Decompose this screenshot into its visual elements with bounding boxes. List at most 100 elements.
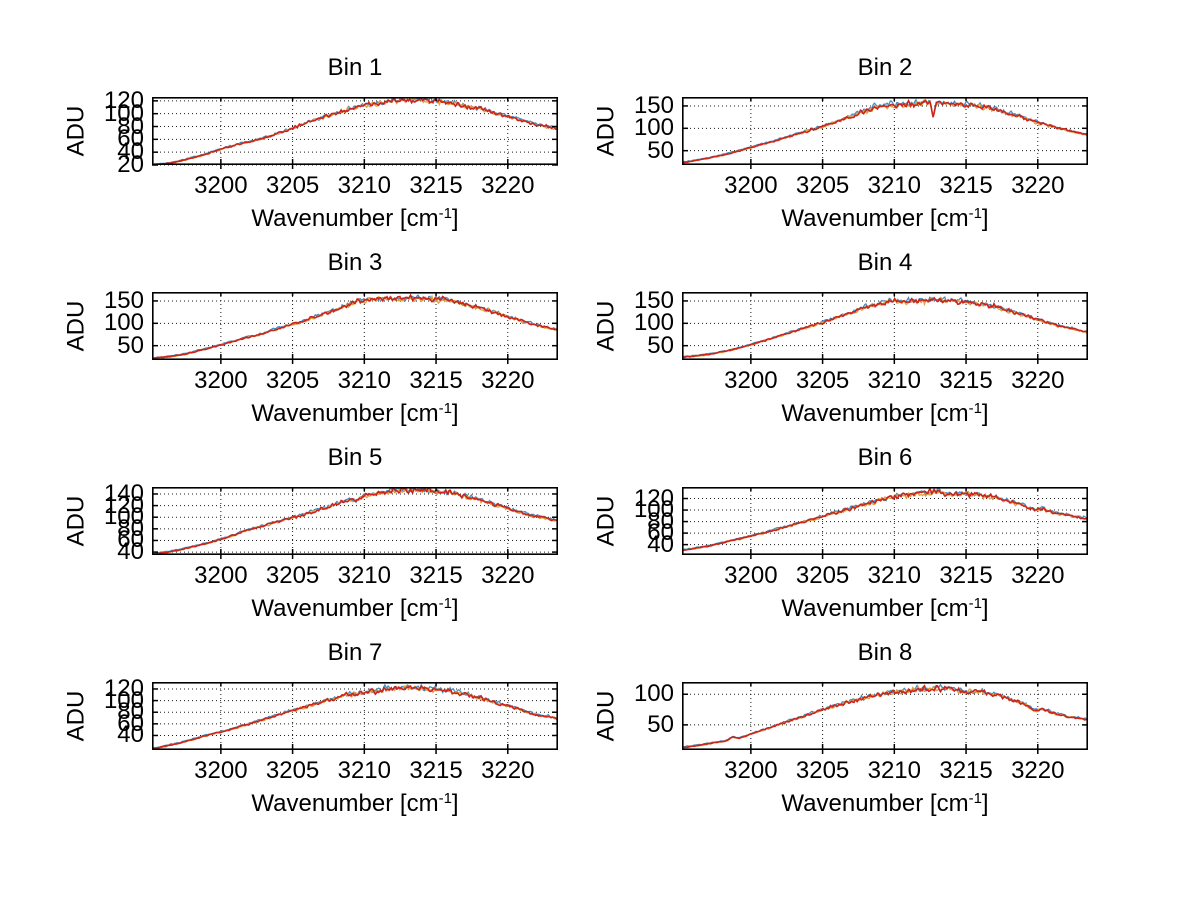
x-axis-label-bracket: ] xyxy=(981,595,989,622)
y-tick-label: 40 xyxy=(117,721,144,749)
x-axis-label-text: Wavenumber [cm xyxy=(251,205,439,232)
y-tick-label: 80 xyxy=(117,112,144,140)
x-axis-label-text: Wavenumber [cm xyxy=(781,595,969,622)
x-axis-label: Wavenumber [cm-1] xyxy=(682,589,1088,624)
y-tick-label: 100 xyxy=(633,309,674,337)
y-tick-label: 60 xyxy=(117,125,144,153)
x-axis-label-text: Wavenumber [cm xyxy=(781,205,969,232)
x-tick-label: 3210 xyxy=(337,757,391,784)
x-tick-label: 3220 xyxy=(481,757,535,784)
subplot-title: Bin 2 xyxy=(857,54,913,81)
x-tick-label: 3215 xyxy=(939,172,993,199)
x-tick-label: 3215 xyxy=(939,562,993,589)
x-axis-label-bracket: ] xyxy=(981,790,989,817)
x-tick-label: 3215 xyxy=(939,367,993,394)
x-tick-label: 3210 xyxy=(337,367,391,394)
x-axis-label-bracket: ] xyxy=(451,790,459,817)
x-tick-label: 3205 xyxy=(795,562,850,589)
plot-area xyxy=(682,487,1088,559)
superscript-exponent: -1 xyxy=(968,205,982,222)
x-axis-label-text: Wavenumber [cm xyxy=(781,790,969,817)
superscript-exponent: -1 xyxy=(438,790,452,807)
x-tick-label: 3210 xyxy=(867,367,921,394)
subplot-bin-6: Bin 6 ADU Wavenumber [cm-1] 3200 3205 3210… xyxy=(530,442,1130,637)
plot-area xyxy=(152,292,558,364)
y-tick-label: 120 xyxy=(103,491,144,519)
subplot-bin-1: Bin 1 ADU Wavenumber [cm-1] 3200 3205 3210… xyxy=(0,52,600,247)
y-tick-label: 100 xyxy=(103,99,144,127)
y-tick-label: 50 xyxy=(117,331,144,359)
x-tick-label: 3200 xyxy=(724,367,778,394)
superscript-exponent: -1 xyxy=(438,205,452,222)
x-tick-label: 3210 xyxy=(867,562,921,589)
x-axis-label-bracket: ] xyxy=(981,400,989,427)
x-tick-label: 3215 xyxy=(409,562,463,589)
subplot-title: Bin 5 xyxy=(327,444,383,471)
x-tick-label: 3205 xyxy=(265,757,320,784)
x-tick-label: 3200 xyxy=(724,757,778,784)
plot-area xyxy=(152,97,558,169)
x-tick-label: 3205 xyxy=(795,367,850,394)
y-tick-label: 150 xyxy=(633,91,674,119)
superscript-exponent: -1 xyxy=(438,400,452,417)
subplot-title: Bin 1 xyxy=(327,54,383,81)
subplot-title: Bin 3 xyxy=(327,249,383,276)
x-tick-label: 3200 xyxy=(194,367,248,394)
subplot-bin-7: Bin 7 ADU Wavenumber [cm-1] 3200 3205 3210… xyxy=(0,637,600,832)
y-tick-label: 50 xyxy=(647,710,674,738)
subplot-title: Bin 6 xyxy=(857,444,913,471)
y-tick-label: 80 xyxy=(117,514,144,542)
y-tick-label: 40 xyxy=(117,138,144,166)
y-tick-label: 100 xyxy=(633,114,674,142)
y-tick-label: 100 xyxy=(103,309,144,337)
x-axis-label: Wavenumber [cm-1] xyxy=(152,199,558,234)
x-axis-label: Wavenumber [cm-1] xyxy=(152,394,558,429)
subplot-title: Bin 4 xyxy=(857,249,913,276)
subplot-bin-8: Bin 8 ADU Wavenumber [cm-1] 3200 3205 3210… xyxy=(530,637,1130,832)
y-tick-label: 40 xyxy=(647,530,674,558)
subplot-bin-2: Bin 2 ADU Wavenumber [cm-1] 3200 3205 3210… xyxy=(530,52,1130,247)
superscript-exponent: -1 xyxy=(438,595,452,612)
y-tick-label: 60 xyxy=(647,519,674,547)
x-tick-label: 3210 xyxy=(337,562,391,589)
y-tick-label: 60 xyxy=(117,709,144,737)
x-tick-label: 3220 xyxy=(481,562,535,589)
superscript-exponent: -1 xyxy=(968,595,982,612)
y-tick-label: 100 xyxy=(103,503,144,531)
plot-area xyxy=(682,97,1088,169)
superscript-exponent: -1 xyxy=(968,400,982,417)
subplot-title: Bin 8 xyxy=(857,639,913,666)
plot-area xyxy=(682,682,1088,754)
y-tick-label: 20 xyxy=(117,151,144,178)
y-tick-label: 150 xyxy=(103,286,144,314)
plot-area xyxy=(152,682,558,754)
y-tick-label: 100 xyxy=(103,686,144,714)
y-tick-label: 140 xyxy=(103,479,144,507)
y-tick-label: 80 xyxy=(647,507,674,535)
x-tick-label: 3210 xyxy=(867,757,921,784)
x-axis-label: Wavenumber [cm-1] xyxy=(152,589,558,624)
y-tick-label: 120 xyxy=(633,484,674,512)
x-axis-label-text: Wavenumber [cm xyxy=(251,790,439,817)
x-tick-label: 3215 xyxy=(939,757,993,784)
x-axis-label: Wavenumber [cm-1] xyxy=(682,394,1088,429)
x-tick-label: 3220 xyxy=(481,367,535,394)
x-tick-label: 3200 xyxy=(194,757,248,784)
subplot-title: Bin 7 xyxy=(327,639,383,666)
y-tick-label: 80 xyxy=(117,698,144,726)
subplot-bin-3: Bin 3 ADU Wavenumber [cm-1] 3200 3205 3210… xyxy=(0,247,600,442)
y-tick-label: 100 xyxy=(633,680,674,708)
x-tick-label: 3200 xyxy=(194,172,248,199)
x-tick-label: 3215 xyxy=(409,367,463,394)
x-tick-label: 3205 xyxy=(265,367,320,394)
x-axis-label-text: Wavenumber [cm xyxy=(251,595,439,622)
superscript-exponent: -1 xyxy=(968,790,982,807)
x-tick-label: 3220 xyxy=(1011,757,1065,784)
subplot-bin-4: Bin 4 ADU Wavenumber [cm-1] 3200 3205 3210… xyxy=(530,247,1130,442)
x-axis-label-bracket: ] xyxy=(981,205,989,232)
y-tick-label: 120 xyxy=(103,86,144,114)
x-axis-label-bracket: ] xyxy=(451,205,459,232)
x-axis-label: Wavenumber [cm-1] xyxy=(682,784,1088,819)
x-axis-label-bracket: ] xyxy=(451,595,459,622)
